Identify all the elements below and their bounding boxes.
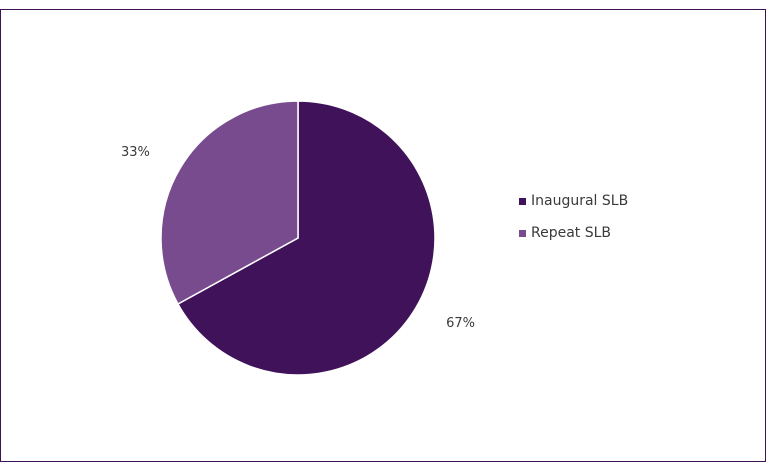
- legend: Inaugural SLB Repeat SLB: [519, 191, 628, 255]
- legend-label-repeat-slb: Repeat SLB: [531, 225, 612, 241]
- data-label-repeat-slb: 33%: [121, 145, 150, 160]
- legend-label-inaugural-slb: Inaugural SLB: [531, 193, 629, 209]
- pie-slice-repeat-slb[interactable]: [160, 100, 299, 306]
- data-label-inaugural-slb: 67%: [446, 316, 475, 331]
- legend-item-inaugural-slb[interactable]: Inaugural SLB: [519, 191, 628, 211]
- legend-item-repeat-slb[interactable]: Repeat SLB: [519, 223, 628, 243]
- legend-swatch-repeat-slb: [519, 229, 526, 237]
- legend-swatch-inaugural-slb: [519, 197, 526, 205]
- pie-labels: 67% 33%: [121, 145, 475, 331]
- pie-slices: [160, 100, 436, 376]
- pie-slice-inaugural-slb[interactable]: [176, 100, 436, 376]
